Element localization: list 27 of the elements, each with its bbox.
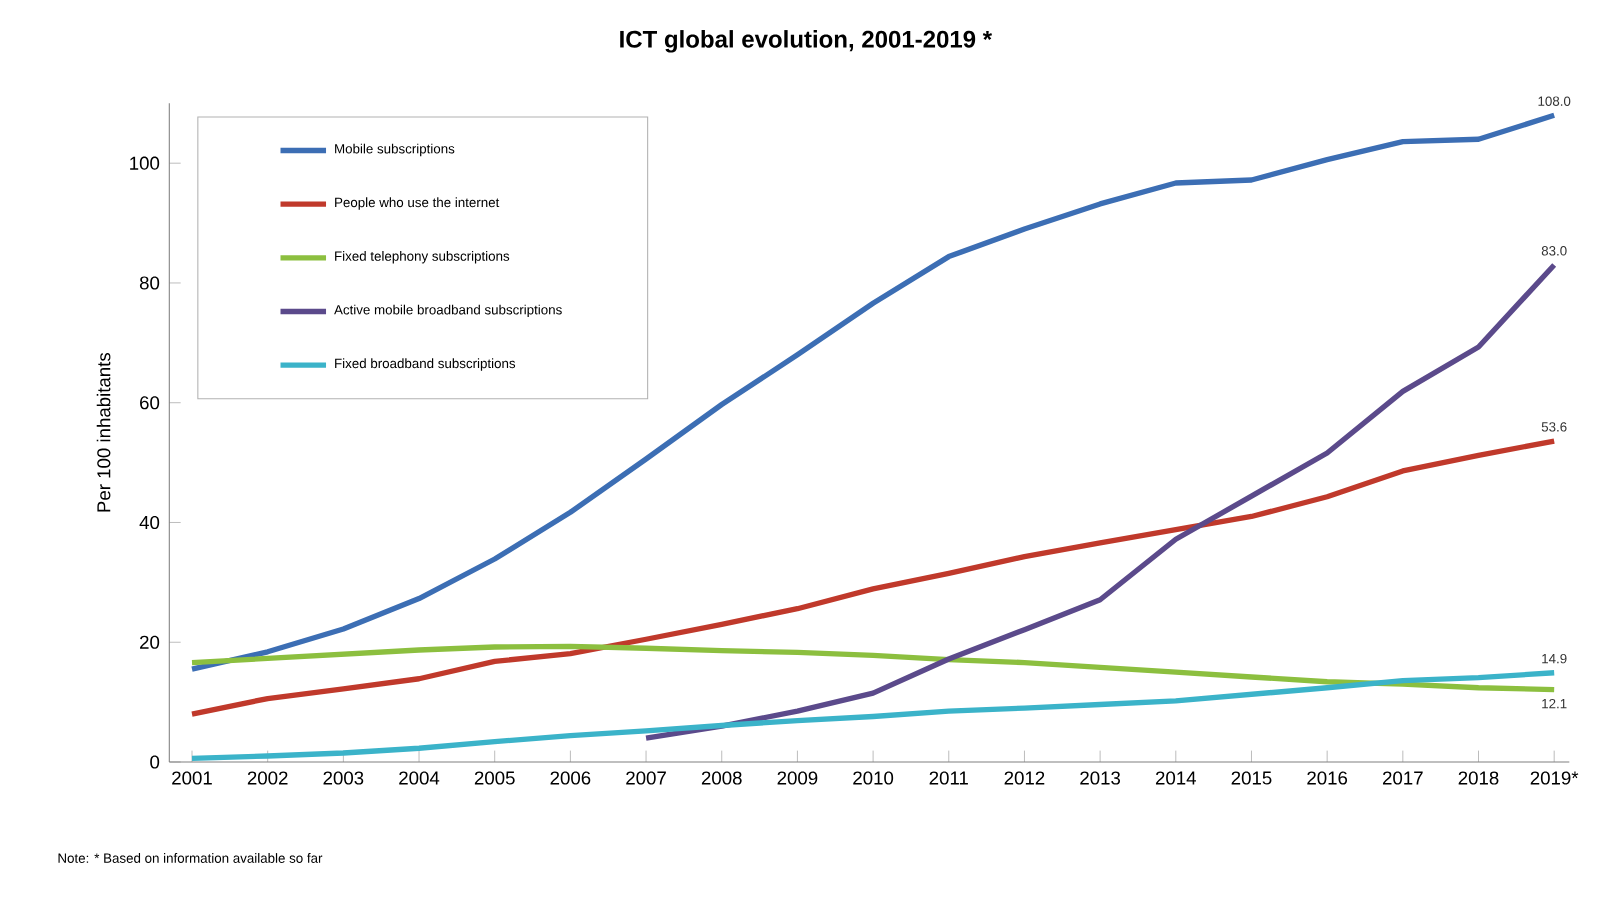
y-tick-label: 80: [139, 276, 160, 290]
x-tick-label: 2007: [626, 771, 666, 785]
x-tick-label: 2016: [1307, 771, 1348, 785]
x-tick-label: 2008: [701, 771, 742, 785]
y-tick-label: 60: [140, 396, 160, 410]
x-tick-label: 2018: [1458, 771, 1499, 785]
x-tick-label: 2014: [1155, 771, 1196, 785]
y-axis-title: Per 100 inhabitants: [96, 352, 111, 512]
x-tick-label: 2005: [474, 771, 515, 785]
x-tick-label: 2015: [1231, 771, 1272, 785]
chart-title: ICT global evolution, 2001-2019 *: [620, 30, 993, 53]
y-tick-label: 20: [140, 635, 160, 649]
y-tick-label: 100: [130, 156, 160, 170]
x-tick-label: 2011: [929, 771, 968, 785]
y-tick-label: 0: [150, 755, 160, 769]
x-tick-label: 2001: [172, 771, 212, 785]
x-tick-label: 2017: [1382, 771, 1423, 785]
x-tick-label: 2004: [399, 771, 440, 785]
x-tick-label: 2003: [323, 771, 364, 785]
y-tick-label: 40: [139, 515, 160, 530]
x-tick-label: 2019*: [1530, 771, 1579, 785]
x-tick-label: 2010: [853, 771, 894, 785]
x-tick-label: 2013: [1080, 771, 1121, 785]
x-tick-label: 2012: [1004, 771, 1045, 785]
x-tick-label: 2009: [777, 771, 818, 785]
x-tick-label: 2002: [247, 771, 288, 785]
x-tick-label: 2006: [550, 771, 591, 785]
